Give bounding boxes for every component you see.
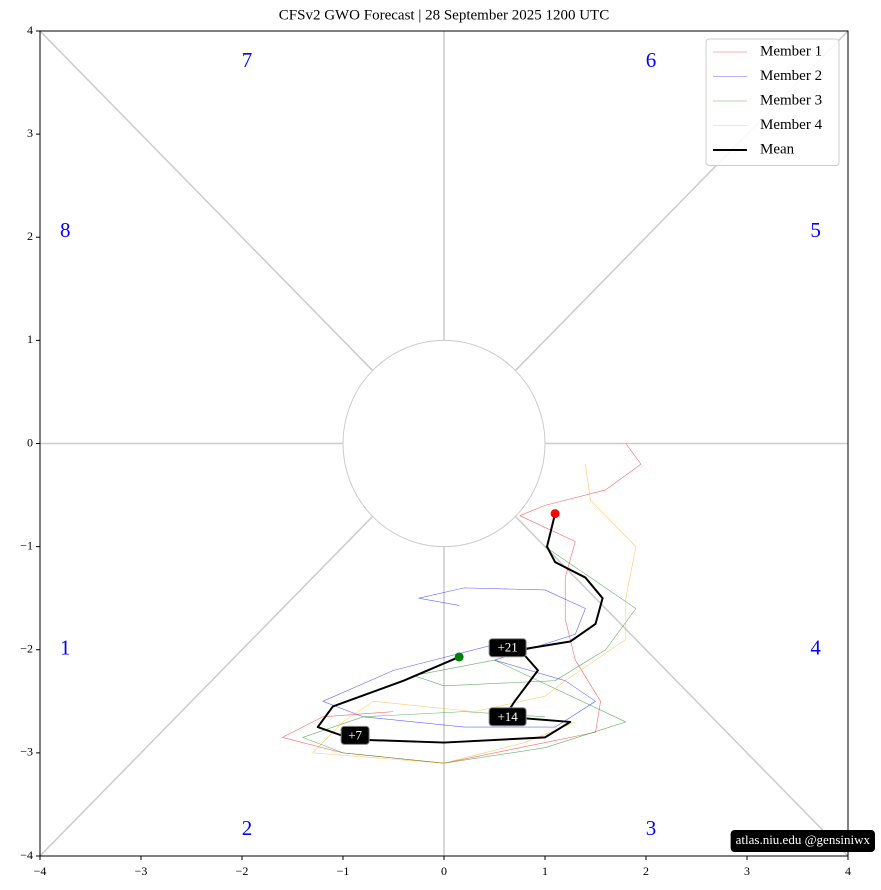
annotation-box xyxy=(488,707,527,727)
member-line xyxy=(282,443,642,764)
end-point xyxy=(550,509,560,519)
guides xyxy=(40,31,848,856)
legend-box xyxy=(705,38,840,166)
y-tick-label: 4 xyxy=(27,23,33,37)
x-tick-label: −4 xyxy=(34,864,47,878)
x-tick-label: −1 xyxy=(337,864,350,878)
phase-label: 8 xyxy=(60,218,71,242)
x-tick-label: 2 xyxy=(643,864,649,878)
x-tick-label: 1 xyxy=(542,864,548,878)
annotation: +14 xyxy=(497,709,518,724)
annotation: +21 xyxy=(497,640,517,655)
y-tick-label: 0 xyxy=(27,435,33,449)
start-point xyxy=(454,652,464,662)
guide-line xyxy=(514,515,848,856)
x-tick-label: −3 xyxy=(135,864,148,878)
annotation: +7 xyxy=(348,727,362,742)
chart-title: CFSv2 GWO Forecast | 28 September 2025 1… xyxy=(279,7,609,23)
phase-label: 4 xyxy=(810,636,821,660)
phase-label: 7 xyxy=(242,48,253,72)
y-tick-label: 2 xyxy=(27,229,33,243)
mean-line xyxy=(316,513,604,744)
y-tick-label: −4 xyxy=(20,848,33,862)
member-line xyxy=(302,546,637,764)
x-tick-label: 0 xyxy=(441,864,447,878)
y-tick-label: −3 xyxy=(20,745,33,759)
legend-label: Member 2 xyxy=(760,68,822,84)
annotation-box xyxy=(340,725,370,745)
y-tick-label: 3 xyxy=(27,126,33,140)
legend-label: Member 4 xyxy=(760,117,823,133)
legend-label: Member 3 xyxy=(760,92,822,108)
y-tick-label: −1 xyxy=(20,538,33,552)
watermark: atlas.niu.edu @gensiniwx xyxy=(736,832,871,847)
phase-label: 1 xyxy=(60,636,71,660)
unit-circle xyxy=(342,339,546,548)
x-tick-label: 3 xyxy=(744,864,750,878)
guide-line xyxy=(40,515,374,856)
phase-label: 5 xyxy=(810,218,821,242)
guide-line xyxy=(40,31,374,372)
x-tick-label: 4 xyxy=(845,864,851,878)
watermark-box xyxy=(730,830,875,852)
legend-label: Member 1 xyxy=(760,43,822,59)
phase-label: 3 xyxy=(646,816,657,840)
legend-label: Mean xyxy=(760,141,795,157)
phase-label: 6 xyxy=(646,48,657,72)
y-tick-label: 1 xyxy=(27,332,33,346)
phase-label: 2 xyxy=(242,816,253,840)
annotation-box xyxy=(488,638,527,658)
x-tick-label: −2 xyxy=(236,864,249,878)
series-group xyxy=(282,443,642,764)
y-tick-label: −2 xyxy=(20,642,33,656)
axes-frame xyxy=(39,30,849,857)
member-line xyxy=(312,464,637,764)
